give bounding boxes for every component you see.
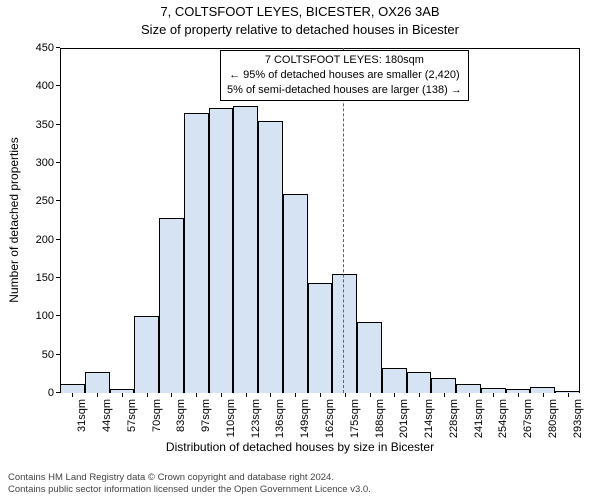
- x-tick-mark: [469, 393, 470, 397]
- x-tick-label: 280sqm: [547, 399, 559, 438]
- x-tick-mark: [543, 393, 544, 397]
- x-tick-label: 162sqm: [324, 399, 336, 438]
- x-tick-label: 267sqm: [522, 399, 534, 438]
- histogram-bar: [308, 283, 333, 393]
- x-tick-label: 123sqm: [250, 399, 262, 438]
- x-tick-label: 110sqm: [225, 399, 237, 437]
- histogram-bar: [283, 194, 308, 393]
- chart-title-sub: Size of property relative to detached ho…: [0, 22, 600, 37]
- x-tick-mark: [320, 393, 321, 397]
- y-tick-mark: [56, 315, 60, 316]
- x-tick-mark: [196, 393, 197, 397]
- y-tick-label: 200: [36, 234, 54, 246]
- histogram-bar: [456, 384, 481, 393]
- x-tick-label: 293sqm: [572, 399, 584, 438]
- y-tick-label: 250: [36, 195, 54, 207]
- x-tick-label: 228sqm: [448, 399, 460, 438]
- y-tick-label: 400: [36, 80, 54, 92]
- chart-title-main: 7, COLTSFOOT LEYES, BICESTER, OX26 3AB: [0, 4, 600, 19]
- x-tick-mark: [72, 393, 73, 397]
- y-tick-label: 0: [48, 387, 54, 399]
- histogram-bar: [134, 316, 159, 393]
- y-tick-mark: [56, 277, 60, 278]
- x-tick-label: 175sqm: [349, 399, 361, 438]
- axis-top-line: [60, 48, 580, 49]
- attribution: Contains HM Land Registry data © Crown c…: [8, 472, 592, 496]
- histogram-bar: [382, 368, 407, 393]
- y-tick-label: 300: [36, 157, 54, 169]
- x-tick-label: 254sqm: [497, 399, 509, 438]
- y-tick-mark: [56, 85, 60, 86]
- histogram-bar: [233, 106, 258, 394]
- histogram-bar: [209, 108, 234, 393]
- histogram-bar: [159, 218, 184, 393]
- y-tick-mark: [56, 162, 60, 163]
- x-tick-label: 44sqm: [101, 399, 113, 432]
- y-tick-label: 350: [36, 119, 54, 131]
- histogram-bar: [85, 372, 110, 393]
- y-tick-mark: [56, 239, 60, 240]
- x-tick-mark: [493, 393, 494, 397]
- x-tick-mark: [221, 393, 222, 397]
- histogram-chart: 7, COLTSFOOT LEYES, BICESTER, OX26 3AB S…: [0, 0, 600, 500]
- x-tick-mark: [518, 393, 519, 397]
- y-tick-mark: [56, 47, 60, 48]
- x-tick-mark: [444, 393, 445, 397]
- y-tick-mark: [56, 200, 60, 201]
- annotation-line-1: 7 COLTSFOOT LEYES: 180sqm: [227, 53, 462, 68]
- y-tick-label: 450: [36, 42, 54, 54]
- histogram-bar: [332, 274, 357, 393]
- histogram-bar: [258, 121, 283, 393]
- x-tick-label: 214sqm: [423, 399, 435, 438]
- x-tick-label: 241sqm: [473, 399, 485, 438]
- y-axis-label: Number of detached properties: [7, 137, 21, 302]
- y-tick-label: 50: [42, 349, 54, 361]
- annotation-line-3: 5% of semi-detached houses are larger (1…: [227, 83, 462, 98]
- histogram-bar: [407, 372, 432, 393]
- x-tick-mark: [295, 393, 296, 397]
- histogram-bar: [60, 384, 85, 393]
- x-tick-label: 149sqm: [299, 399, 311, 438]
- x-tick-label: 31sqm: [76, 399, 88, 432]
- x-tick-label: 57sqm: [126, 399, 138, 432]
- x-tick-mark: [345, 393, 346, 397]
- axis-right-line: [579, 48, 580, 393]
- histogram-bar: [431, 378, 456, 393]
- x-tick-mark: [394, 393, 395, 397]
- y-tick-mark: [56, 124, 60, 125]
- histogram-bar: [184, 113, 209, 393]
- x-tick-mark: [370, 393, 371, 397]
- attribution-line-1: Contains HM Land Registry data © Crown c…: [8, 472, 592, 484]
- x-tick-mark: [171, 393, 172, 397]
- attribution-line-2: Contains public sector information licen…: [8, 484, 592, 496]
- x-tick-label: 201sqm: [398, 399, 410, 438]
- annotation-line-2: ← 95% of detached houses are smaller (2,…: [227, 68, 462, 83]
- x-tick-label: 188sqm: [374, 399, 386, 438]
- x-tick-label: 136sqm: [274, 399, 286, 438]
- y-tick-mark: [56, 354, 60, 355]
- x-tick-mark: [122, 393, 123, 397]
- x-tick-mark: [568, 393, 569, 397]
- y-axis-line: [60, 48, 61, 393]
- x-axis-label: Distribution of detached houses by size …: [0, 440, 600, 454]
- y-tick-label: 100: [36, 310, 54, 322]
- x-tick-mark: [270, 393, 271, 397]
- x-tick-label: 70sqm: [151, 399, 163, 432]
- x-tick-label: 97sqm: [200, 399, 212, 432]
- y-tick-label: 150: [36, 272, 54, 284]
- x-tick-mark: [246, 393, 247, 397]
- histogram-bar: [357, 322, 382, 393]
- x-tick-mark: [147, 393, 148, 397]
- annotation-box: 7 COLTSFOOT LEYES: 180sqm ← 95% of detac…: [220, 50, 469, 101]
- x-tick-mark: [97, 393, 98, 397]
- x-tick-label: 83sqm: [175, 399, 187, 432]
- x-tick-mark: [419, 393, 420, 397]
